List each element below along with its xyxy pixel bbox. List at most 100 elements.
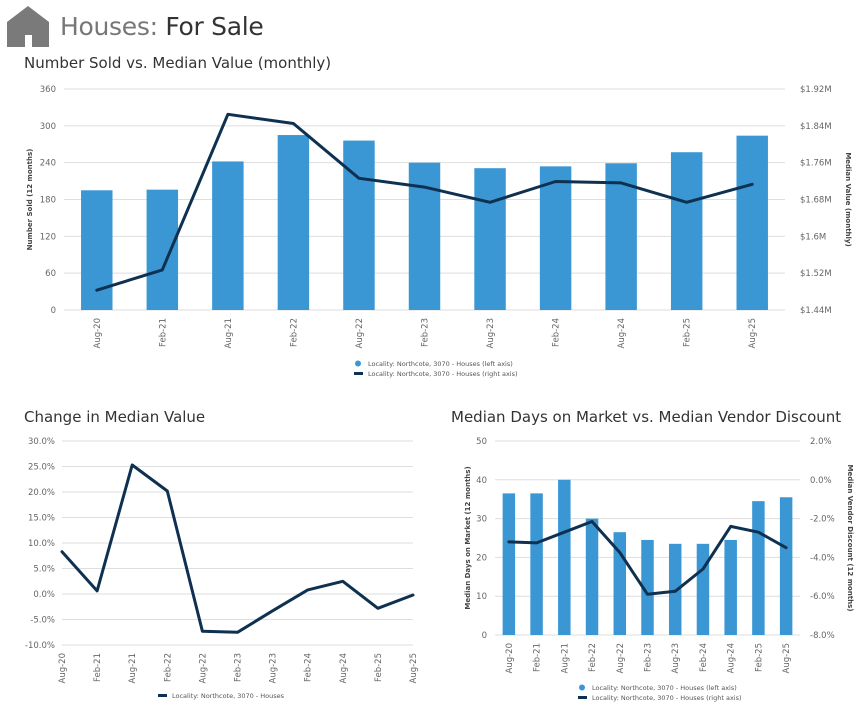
legend-label: Locality: Northcote, 3070 - Houses (left… (368, 360, 513, 368)
y2-axis-tick-label: $1.76M (800, 159, 832, 169)
x-axis-tick-label: Aug-23 (671, 643, 681, 673)
bar (752, 501, 765, 635)
y-axis-tick-label: 0.0% (33, 590, 55, 600)
bar (641, 539, 654, 635)
bar (605, 163, 637, 310)
y2-axis-tick-label: $1.92M (800, 85, 832, 95)
legend-marker-line (354, 372, 363, 375)
y-axis-tick-label: -10.0% (25, 641, 55, 651)
bar (539, 166, 572, 310)
legend-marker-line (578, 696, 587, 699)
y2-axis-tick-label: -4.0% (810, 553, 835, 563)
y2-axis-tick-label: $1.44M (800, 306, 832, 316)
bar (696, 543, 710, 635)
bar (670, 152, 703, 310)
page-title-section: For Sale (165, 11, 264, 41)
y-axis-tick-label: 20.0% (28, 488, 55, 498)
x-axis-tick-label: Feb-23 (644, 643, 654, 672)
y2-axis-tick-label: $1.68M (800, 196, 832, 206)
x-axis-tick-label: Feb-21 (93, 653, 103, 682)
y2-axis-tick-label: 2.0% (810, 437, 832, 447)
bar (736, 135, 768, 310)
x-axis-tick-label: Aug-24 (617, 318, 627, 348)
chart-title-sold-vs-value: Number Sold vs. Median Value (monthly) (24, 54, 332, 72)
chart-days-discount: 0 10 20 30 40 50 -8.0% -6.0% -4.0% -2.0% 0.0% 2.0% M… (464, 437, 854, 702)
series-line (507, 520, 788, 596)
y2-axis-tick-label: 0.0% (810, 476, 832, 486)
x-axis-tick-label: Aug-25 (748, 318, 758, 348)
y-axis-tick-label: 240 (40, 159, 56, 169)
y-axis-tick-label: -5.0% (30, 616, 55, 626)
y-axis-tick-label: 25.0% (28, 463, 55, 473)
series-line (95, 112, 754, 292)
legend-marker-line (158, 694, 167, 697)
chart-sold-vs-value: 0 60 120 180 240 300 360 $1.44M $1.52M $1.6M $1.68… (26, 85, 852, 378)
x-axis-tick-label: Feb-23 (234, 653, 244, 682)
x-axis-tick-label: Feb-24 (552, 318, 562, 347)
x-axis-tick-label: Aug-21 (128, 653, 138, 683)
x-axis-tick-label: Feb-25 (683, 318, 693, 347)
y-axis-tick-label: 10.0% (28, 539, 55, 549)
x-axis-tick-label: Aug-20 (58, 653, 68, 683)
legend-label: Locality: Northcote, 3070 - Houses (righ… (368, 370, 518, 378)
x-axis-tick-label: Feb-21 (158, 318, 168, 347)
y-axis-tick-label: 0 (482, 631, 487, 641)
x-axis-tick-label: Aug-25 (409, 653, 419, 683)
y-axis-tick-label: 10 (476, 592, 487, 602)
bar (724, 539, 737, 635)
bar (585, 518, 599, 635)
y-axis-tick-label: 300 (40, 122, 56, 132)
y-axis-tick-label: 0 (51, 306, 56, 316)
bar (474, 168, 506, 310)
x-axis-tick-label: Feb-25 (754, 643, 764, 672)
legend-label: Locality: Northcote, 3070 - Houses (righ… (592, 694, 742, 702)
house-icon (7, 6, 49, 47)
legend-label: Locality: Northcote, 3070 - Houses (left… (592, 684, 737, 692)
y-axis-tick-label: 30.0% (28, 437, 55, 447)
chart-title-days-discount: Median Days on Market vs. Median Vendor … (451, 408, 842, 426)
y2-axis-tick-label: -2.0% (810, 515, 835, 525)
y-axis-title: Median Days on Market (12 months) (464, 466, 472, 609)
x-axis-tick-label: Feb-24 (304, 653, 314, 682)
y2-axis-title: Median Vendor Discount (12 months) (846, 465, 854, 612)
page-title: Houses: For Sale (60, 11, 264, 41)
legend-marker-bar (579, 684, 585, 691)
x-axis-tick-label: Aug-22 (616, 643, 626, 673)
x-axis-tick-label: Aug-21 (224, 318, 234, 348)
x-axis-tick-label: Feb-22 (588, 643, 598, 672)
y2-axis-tick-label: $1.84M (800, 122, 832, 132)
y2-axis-tick-label: $1.6M (800, 232, 826, 242)
x-axis-tick-label: Aug-24 (727, 643, 737, 673)
bar (81, 190, 113, 310)
bar (277, 135, 310, 310)
y-axis-tick-label: 360 (40, 85, 56, 95)
x-axis-tick-label: Aug-24 (339, 653, 349, 683)
legend-marker-bar (355, 360, 361, 367)
y2-axis-tick-label: $1.52M (800, 269, 832, 279)
bar (779, 497, 793, 635)
bar (343, 140, 375, 310)
chart-title-change-median: Change in Median Value (24, 408, 206, 426)
y-axis-title: Number Sold (12 months) (26, 149, 34, 251)
x-axis-tick-label: Aug-25 (782, 643, 792, 673)
bar (502, 493, 516, 635)
y-axis-tick-label: 30 (476, 515, 487, 525)
x-axis-tick-label: Aug-22 (355, 318, 365, 348)
x-axis-tick-label: Feb-23 (421, 318, 431, 347)
bar (558, 479, 571, 635)
x-axis-tick-label: Feb-22 (289, 318, 299, 347)
y2-axis-tick-label: -8.0% (810, 631, 835, 641)
y2-axis-title: Median Value (monthly) (844, 152, 852, 246)
x-axis-tick-label: Feb-24 (699, 643, 709, 672)
bar (146, 189, 179, 310)
y-axis-tick-label: 40 (476, 476, 487, 486)
y-axis-tick-label: 5.0% (33, 565, 55, 575)
y-axis-tick-label: 50 (476, 437, 487, 447)
x-axis-tick-label: Aug-20 (505, 643, 515, 673)
y2-axis-tick-label: -6.0% (810, 592, 835, 602)
y-axis-tick-label: 180 (40, 196, 56, 206)
legend-label: Locality: Northcote, 3070 - Houses (172, 692, 285, 700)
x-axis-tick-label: Aug-22 (198, 653, 208, 683)
y-axis-tick-label: 60 (45, 269, 56, 279)
series-line (60, 463, 415, 634)
